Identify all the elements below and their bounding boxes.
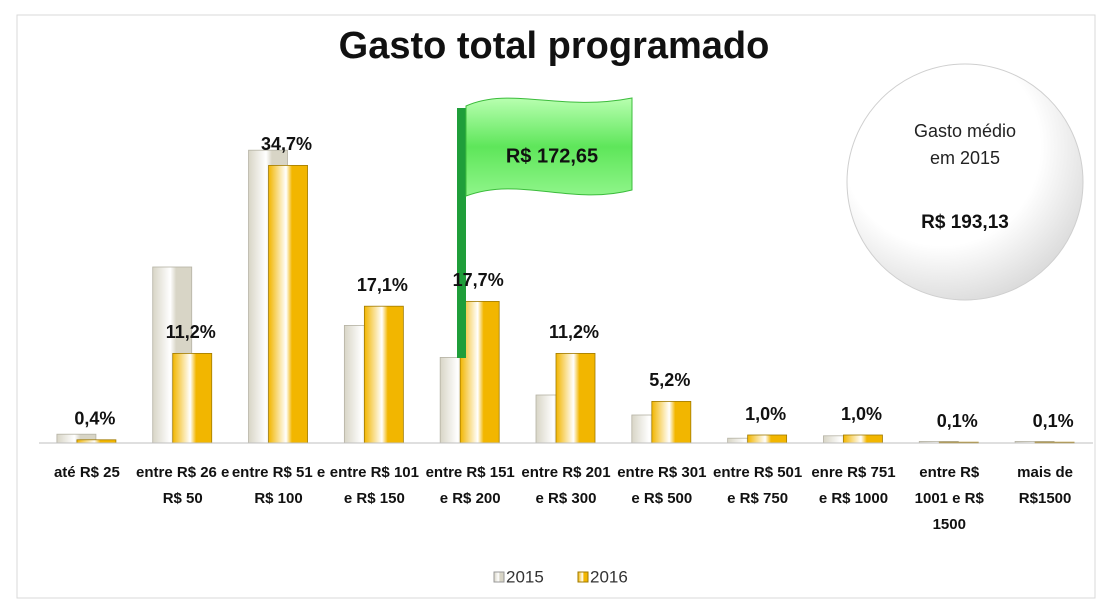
data-label: 11,2% — [549, 322, 599, 342]
chart-title: Gasto total programado — [339, 25, 770, 67]
circle-value: R$ 193,13 — [921, 212, 1009, 233]
flag — [465, 97, 633, 197]
x-tick-label: entre R$ 101 e R$ 150 — [329, 464, 419, 507]
x-tick-label: mais de R$1500 — [1017, 464, 1074, 507]
data-label: 5,2% — [649, 370, 690, 390]
data-label: 0,4% — [74, 409, 115, 429]
legend-label: 2015 — [506, 567, 544, 586]
bar — [268, 164, 308, 444]
x-tick-label: entre R$ 1001 e R$ 1500 — [914, 464, 984, 533]
x-tick-label: até R$ 25 — [53, 464, 120, 481]
data-label: 1,0% — [841, 404, 882, 424]
x-tick-label: enre R$ 751 e R$ 1000 — [811, 464, 896, 507]
bar — [747, 434, 788, 444]
x-tick-label: entre R$ 151 e R$ 200 — [425, 464, 515, 507]
bar — [459, 300, 500, 444]
data-label: 0,1% — [937, 411, 978, 431]
x-tick-label: entre R$ 26 e R$ 50 — [136, 464, 230, 507]
x-tick-label: entre R$ 501 e R$ 750 — [713, 464, 803, 507]
data-label: 34,7% — [261, 134, 312, 154]
data-label: 17,7% — [453, 270, 504, 290]
flag-label: R$ 172,65 — [506, 145, 598, 167]
data-label: 17,1% — [357, 275, 408, 295]
data-label: 1,0% — [745, 404, 786, 424]
legend-label: 2016 — [590, 567, 628, 586]
average-circle — [846, 63, 1084, 301]
x-tick-label: entre R$ 201 e R$ 300 — [521, 464, 611, 507]
legend-swatch — [493, 571, 505, 583]
data-label: 11,2% — [166, 322, 216, 342]
legend-swatch — [577, 571, 589, 583]
bar — [172, 352, 213, 444]
bar — [363, 305, 404, 444]
flag-pole — [457, 108, 466, 358]
data-label: 0,1% — [1033, 411, 1074, 431]
x-tick-label: entre R$ 301 e R$ 500 — [617, 464, 707, 507]
circle-text: Gasto médio em 2015 — [913, 121, 1017, 168]
bar — [843, 434, 883, 444]
bar — [555, 352, 596, 444]
x-tick-label: entre R$ 51 e R$ 100 — [231, 464, 326, 507]
bar — [651, 400, 692, 444]
